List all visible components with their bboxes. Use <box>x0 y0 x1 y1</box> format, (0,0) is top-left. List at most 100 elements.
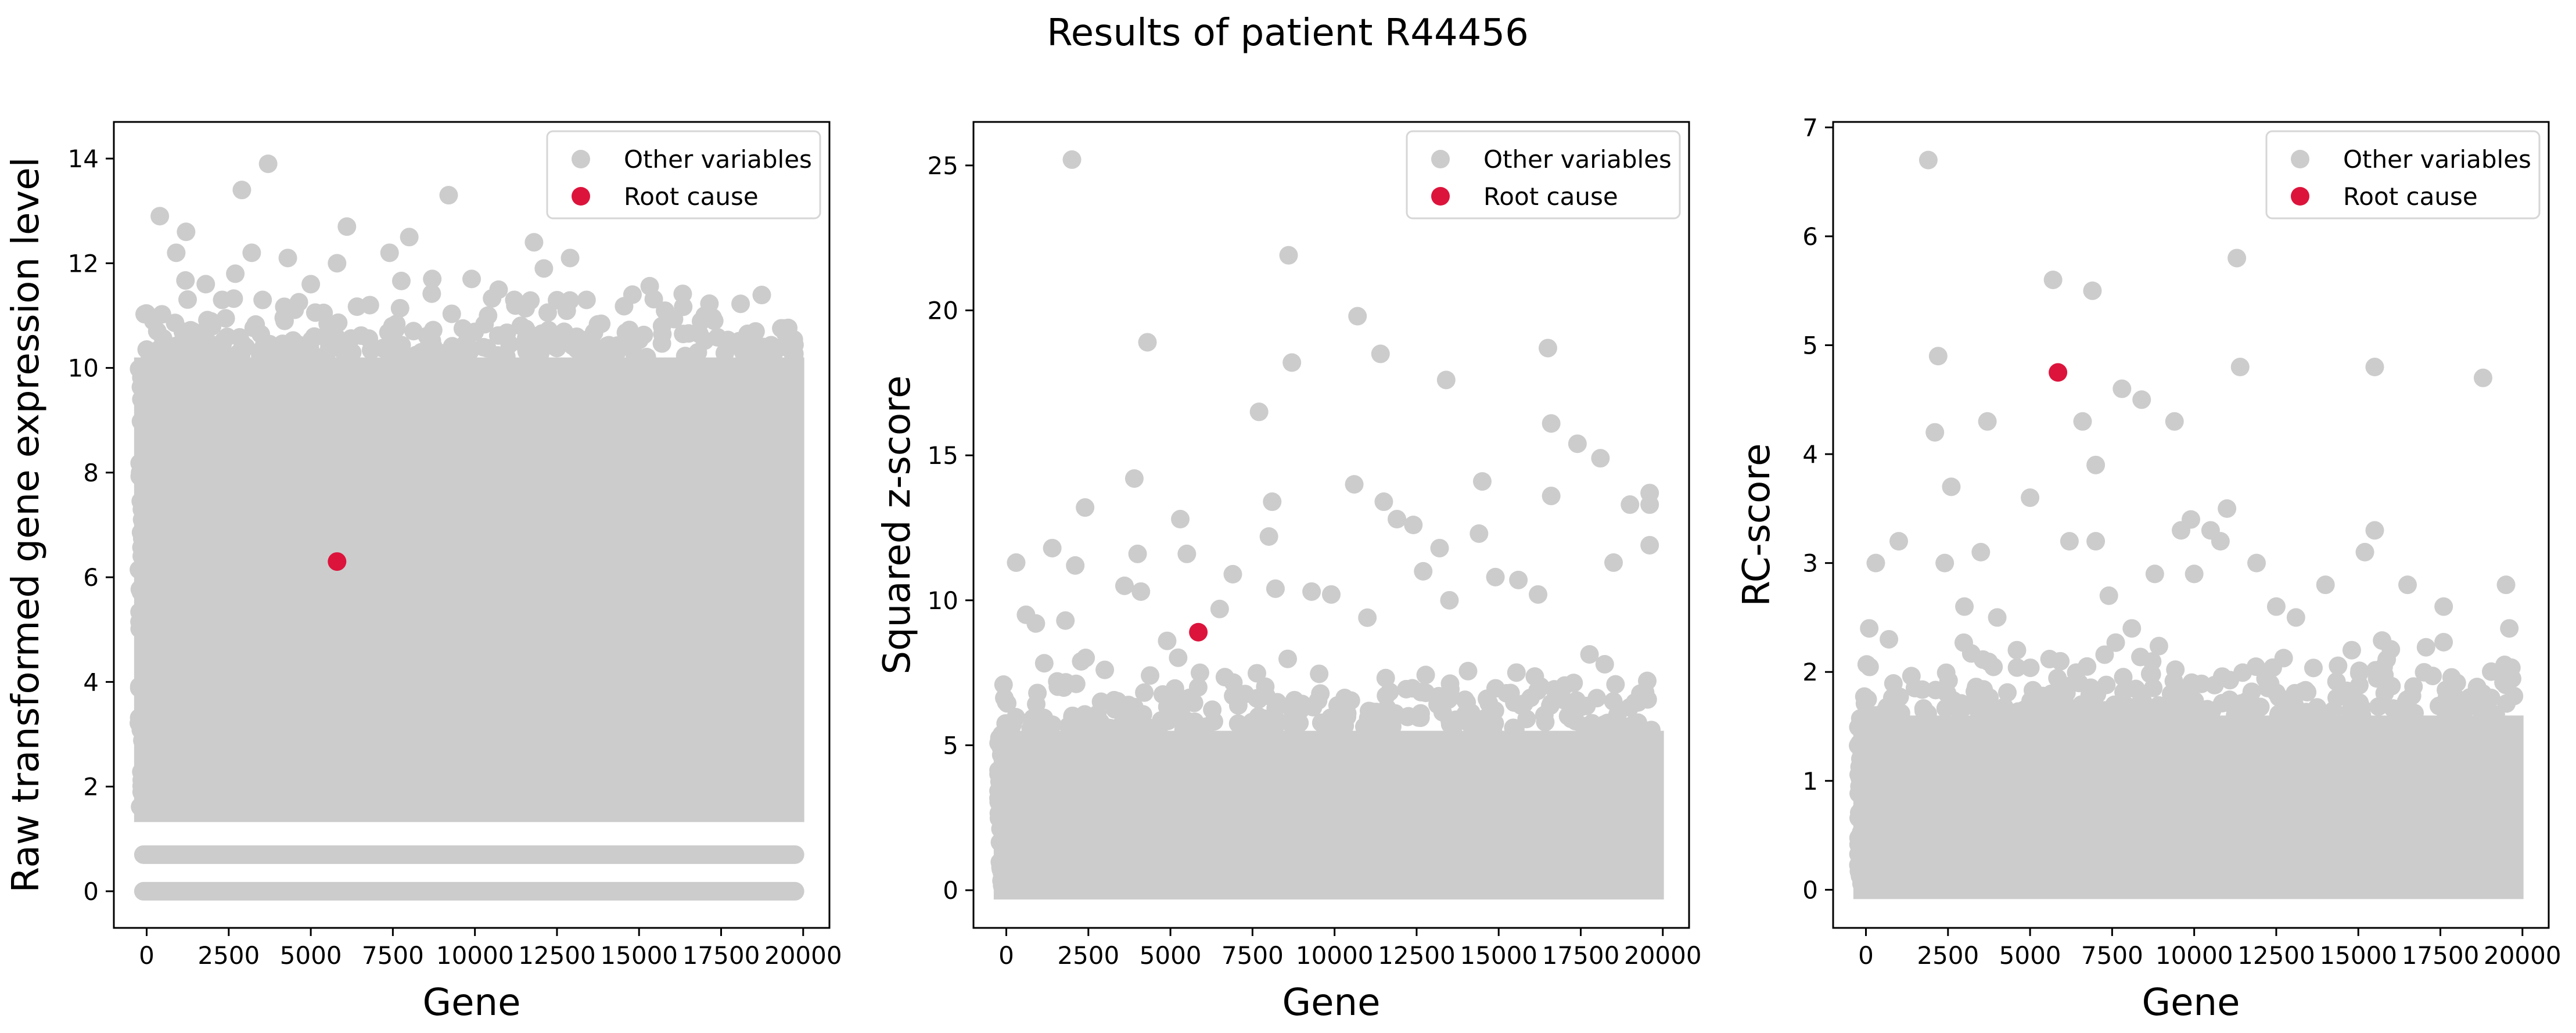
legend: Other variables Root cause <box>546 130 821 219</box>
outlier-point <box>652 316 671 336</box>
data-point <box>2106 633 2125 652</box>
y-tick-label: 20 <box>928 297 958 325</box>
outlier-point <box>1486 567 1505 586</box>
outlier-point <box>2316 575 2335 595</box>
outlier-point <box>1889 532 1909 551</box>
data-point <box>1167 705 1186 724</box>
outlier-point <box>150 207 170 226</box>
data-point <box>2086 699 2106 718</box>
data-point <box>361 341 380 360</box>
outlier-point <box>2473 368 2492 387</box>
y-tick-label: 7 <box>1802 113 1818 142</box>
data-point <box>1108 692 1127 711</box>
outlier-point <box>1472 472 1492 491</box>
x-tick-label: 12500 <box>1378 941 1456 970</box>
legend-marker <box>1431 187 1450 206</box>
data-point <box>1564 674 1583 693</box>
outlier-point <box>1640 535 1659 555</box>
data-point <box>1851 866 1870 886</box>
y-axis-label: RC-score <box>1736 443 1779 606</box>
root-cause-point <box>328 552 347 571</box>
data-point <box>1411 708 1430 728</box>
legend-label: Root cause <box>1483 182 1618 211</box>
data-point <box>443 344 462 363</box>
outlier-point <box>1621 495 1640 514</box>
data-point <box>264 340 283 359</box>
outlier-point <box>1115 576 1134 595</box>
data-point <box>521 291 540 310</box>
x-tick-label: 5000 <box>1999 941 2061 970</box>
data-point <box>1507 663 1526 682</box>
outlier-point <box>2365 521 2384 540</box>
outlier-point <box>2230 358 2250 377</box>
x-tick-label: 10000 <box>436 941 514 970</box>
outlier-point <box>2112 379 2132 398</box>
plot-area <box>130 154 804 901</box>
data-point <box>1891 704 1910 723</box>
outlier-point <box>167 243 186 262</box>
data-point <box>1851 749 1870 768</box>
outlier-point <box>360 296 379 315</box>
data-point <box>2437 688 2456 707</box>
x-tick-label: 7500 <box>1221 941 1284 970</box>
data-point <box>131 797 150 816</box>
data-point <box>2021 692 2040 711</box>
data-point <box>1849 718 1868 737</box>
data-point <box>1243 719 1262 739</box>
data-point <box>2164 671 2183 690</box>
data-point <box>2285 696 2304 715</box>
data-point <box>1397 679 1416 699</box>
data-point <box>1056 673 1075 692</box>
x-tick-label: 10000 <box>1296 941 1374 970</box>
data-point <box>2007 658 2027 677</box>
outlier-point <box>1190 663 1209 682</box>
data-point <box>289 335 308 354</box>
outlier-point <box>328 254 347 273</box>
x-tick-label: 15000 <box>1460 941 1537 970</box>
data-point <box>1247 689 1266 708</box>
outlier-point <box>226 264 245 283</box>
data-point <box>2142 665 2161 684</box>
data-point <box>1141 666 1160 685</box>
data-point <box>1638 690 1657 709</box>
data-point <box>1528 681 1547 700</box>
outlier-point <box>1604 553 1623 572</box>
data-point <box>1386 704 1405 723</box>
data-point <box>1535 706 1554 725</box>
legend-label: Root cause <box>624 182 759 211</box>
outlier-point <box>1470 524 1489 543</box>
data-point <box>547 339 566 358</box>
y-tick-label: 0 <box>83 877 99 906</box>
x-tick-label: 2500 <box>1917 941 1979 970</box>
data-point <box>1260 718 1280 737</box>
outlier-point <box>2398 575 2417 595</box>
data-point <box>1135 683 1154 702</box>
data-point <box>132 500 152 519</box>
outlier-point <box>1509 570 1528 589</box>
data-point <box>989 781 1008 800</box>
data-point <box>326 327 346 347</box>
data-point <box>246 315 265 334</box>
data-point <box>202 312 221 331</box>
outlier-point <box>1279 246 1298 265</box>
data-point <box>1936 699 1955 718</box>
y-tick-label: 15 <box>928 441 958 470</box>
data-point <box>1626 721 1645 740</box>
outlier-point <box>1591 449 1610 468</box>
data-point <box>1247 664 1266 683</box>
data-point <box>185 345 204 365</box>
outlier-point <box>1860 619 1879 638</box>
data-point <box>1582 714 1601 733</box>
outlier-point <box>1062 150 1082 169</box>
data-point <box>1076 649 1095 668</box>
outlier-point <box>623 285 642 304</box>
data-point <box>1379 719 1399 739</box>
outlier-point <box>2185 564 2204 584</box>
outlier-point <box>213 290 232 309</box>
data-point <box>2312 706 2331 725</box>
legend-frame <box>1406 130 1681 219</box>
outlier-point <box>1322 585 1341 604</box>
legend-marker <box>1431 150 1450 168</box>
y-tick-label: 10 <box>928 586 958 615</box>
data-point <box>1174 721 1193 740</box>
